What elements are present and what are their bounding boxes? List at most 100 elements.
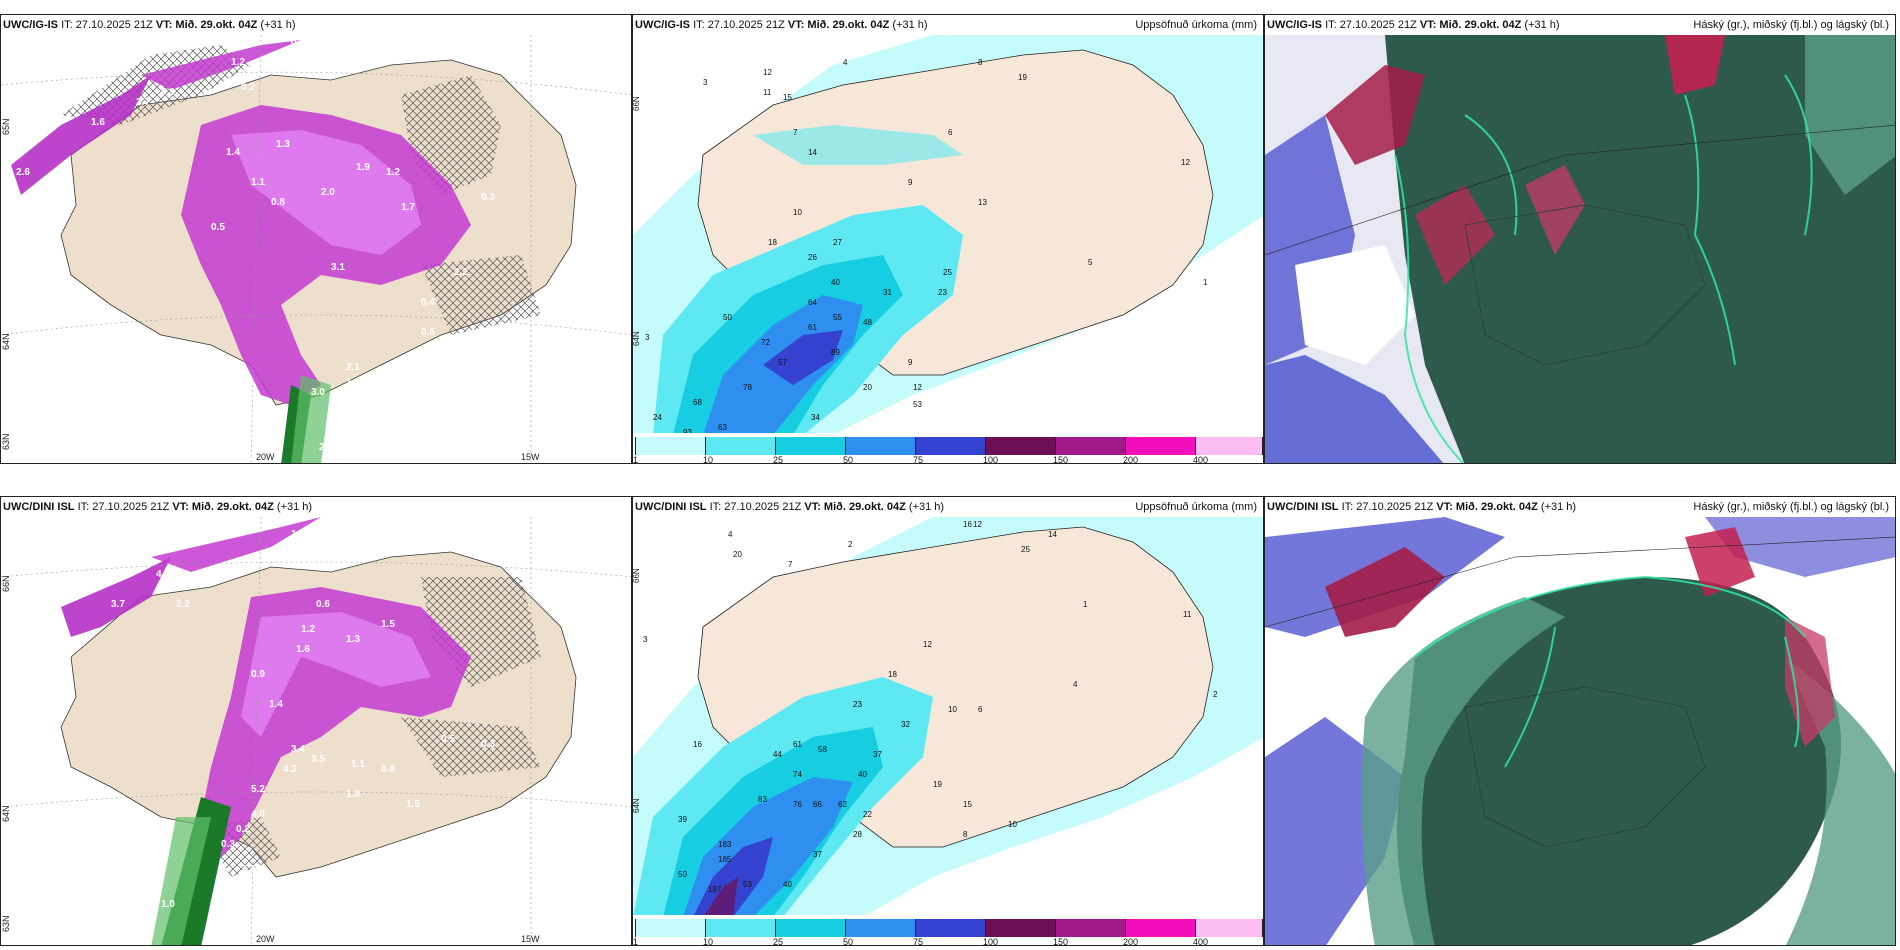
colorbar-label: 150 — [1053, 937, 1069, 946]
map-area[interactable] — [1265, 35, 1895, 463]
colorbar-swatch — [1195, 919, 1263, 937]
precip-value: 6 — [948, 128, 953, 137]
panel-igis-precip-type: UWC/IG-IS IT: 27.10.2025 21Z VT: Mið. 29… — [0, 14, 632, 464]
map-precip-type: 3.7 1.2 0.9 0.2 0.4 0.5 1.6 2.6 1.4 1.3 … — [1, 34, 631, 463]
colorbar-label: 100 — [983, 937, 999, 946]
map-area[interactable]: 3 4 8 6 19 12 11 15 7 14 9 13 10 18 27 2… — [633, 35, 1263, 442]
panel-igis-accum-precip: UWC/IG-IS IT: 27.10.2025 21Z VT: Mið. 29… — [632, 14, 1264, 464]
lat-label: 64N — [1, 333, 11, 350]
precip-value: 61 — [793, 740, 802, 749]
lon-label: 15W — [521, 452, 540, 462]
colorbar: 1 10 25 50 75 100 150 200 400 — [633, 915, 1263, 945]
colorbar-swatch — [845, 437, 915, 455]
precip-value: 0.4 — [291, 37, 305, 48]
map-area[interactable]: 1.2 3.7 4.7 2.2 0.6 1.2 1.4 1.6 1.3 1.5 … — [1, 516, 631, 945]
precip-value: 23 — [938, 288, 947, 297]
colorbar-label: 75 — [913, 455, 924, 464]
precip-value: 1.3 — [346, 634, 360, 645]
colorbar-label: 400 — [1193, 455, 1209, 464]
panel-header: UWC/DINI ISL IT: 27.10.2025 21Z VT: Mið.… — [1265, 497, 1895, 517]
precip-value: 3 — [703, 78, 708, 87]
precip-value: 12 — [913, 383, 922, 392]
colorbar-swatch — [775, 919, 845, 937]
colorbar-label: 25 — [773, 937, 784, 946]
precip-value: 1 — [1203, 278, 1208, 287]
lat-label: 63N — [1, 915, 11, 932]
colorbar-label: 50 — [843, 455, 854, 464]
lat-label: 66N — [633, 568, 641, 583]
lat-label: 64N — [633, 798, 641, 813]
precip-value: 76 — [793, 800, 802, 809]
precip-value: 7 — [793, 128, 798, 137]
precip-value: 1.3 — [276, 139, 290, 150]
precip-value: 7 — [788, 560, 793, 569]
precip-value: 12 — [973, 520, 982, 529]
precip-value: 4 — [728, 530, 733, 539]
colorbar-swatch — [845, 919, 915, 937]
precip-value: 83 — [758, 795, 767, 804]
precip-value: 1.6 — [91, 117, 105, 128]
precip-value: 2 — [1213, 690, 1218, 699]
colorbar-swatch — [1125, 919, 1195, 937]
precip-value: 0.6 — [421, 327, 435, 338]
precip-value: 3.7 — [136, 97, 150, 108]
lon-label: 20W — [256, 452, 275, 462]
colorbar: 1 10 25 50 75 100 150 200 400 — [633, 433, 1263, 463]
precip-value: 185 — [718, 855, 732, 864]
precip-value: 10 — [1008, 820, 1017, 829]
colorbar-label: 1 — [633, 937, 639, 946]
precip-value: 0.2 — [241, 82, 255, 93]
colorbar-label: 100 — [983, 455, 999, 464]
precip-value: 0.9 — [251, 669, 265, 680]
lat-label: 65N — [1, 118, 11, 135]
precip-value: 50 — [678, 870, 687, 879]
colorbar-label: 200 — [1123, 455, 1139, 464]
precip-value: 1.2 — [231, 57, 245, 68]
precip-value: 0.5 — [211, 222, 225, 233]
panel-header: UWC/IG-IS IT: 27.10.2025 21Z VT: Mið. 29… — [1265, 15, 1895, 35]
precip-value: 0.6 — [316, 599, 330, 610]
map-area[interactable]: 4 2 7 16 12 14 20 23 10 6 25 3 1 11 18 1… — [633, 517, 1263, 917]
precip-value: 13 — [978, 198, 987, 207]
precip-value: 2.2 — [454, 267, 468, 278]
precip-value: 3.5 — [311, 754, 325, 765]
panel-igis-clouds: UWC/IG-IS IT: 27.10.2025 21Z VT: Mið. 29… — [1264, 14, 1896, 464]
colorbar-swatch — [705, 919, 775, 937]
map-accum-precip: 4 2 7 16 12 14 20 23 10 6 25 3 1 11 18 1… — [633, 517, 1263, 917]
precip-value: 1.2 — [291, 529, 305, 540]
precip-value: 1.1 — [351, 759, 365, 770]
lat-label: 66N — [633, 96, 641, 111]
precip-value: 37 — [873, 750, 882, 759]
precip-value: 61 — [808, 323, 817, 332]
precip-value: 5 — [1088, 258, 1093, 267]
precip-value: 78 — [743, 383, 752, 392]
precip-value: 27 — [833, 238, 842, 247]
precip-value: 1.5 — [376, 377, 390, 388]
colorbar-swatch — [705, 437, 775, 455]
precip-value: 32 — [901, 720, 910, 729]
map-area[interactable]: 3.7 1.2 0.9 0.2 0.4 0.5 1.6 2.6 1.4 1.3 … — [1, 34, 631, 463]
map-area[interactable] — [1265, 517, 1895, 945]
colorbar-swatch — [985, 437, 1055, 455]
precip-value: 24 — [653, 413, 662, 422]
precip-value: 4.2 — [283, 764, 297, 775]
precip-value: 0.8 — [381, 764, 395, 775]
panel-header: UWC/DINI ISL IT: 27.10.2025 21Z VT: Mið.… — [633, 497, 1263, 517]
map-precip-type: 1.2 3.7 4.7 2.2 0.6 1.2 1.4 1.6 1.3 1.5 … — [1, 516, 631, 945]
panel-header: UWC/IG-IS IT: 27.10.2025 21Z VT: Mið. 29… — [3, 19, 296, 31]
precip-value: 0.5 — [441, 734, 455, 745]
colorbar-label: 150 — [1053, 455, 1069, 464]
colorbar-swatch — [985, 919, 1055, 937]
precip-value: 9 — [908, 178, 913, 187]
panel-header: UWC/IG-IS IT: 27.10.2025 21Z VT: Mið. 29… — [633, 15, 1263, 35]
panel-header: UWC/DINI ISL IT: 27.10.2025 21Z VT: Mið.… — [3, 501, 313, 513]
lat-label: 63N — [1, 433, 11, 450]
field-title: Háský (gr.), miðský (fj.bl.) og lágský (… — [1693, 501, 1889, 513]
precip-value: 1.9 — [356, 162, 370, 173]
precip-value: 4.0 — [251, 809, 265, 820]
precip-value: 4.7 — [156, 569, 170, 580]
panel-dini-clouds: UWC/DINI ISL IT: 27.10.2025 21Z VT: Mið.… — [1264, 496, 1896, 946]
precip-value: 1.4 — [269, 699, 283, 710]
precip-value: 19 — [933, 780, 942, 789]
precip-value: 25 — [943, 268, 952, 277]
